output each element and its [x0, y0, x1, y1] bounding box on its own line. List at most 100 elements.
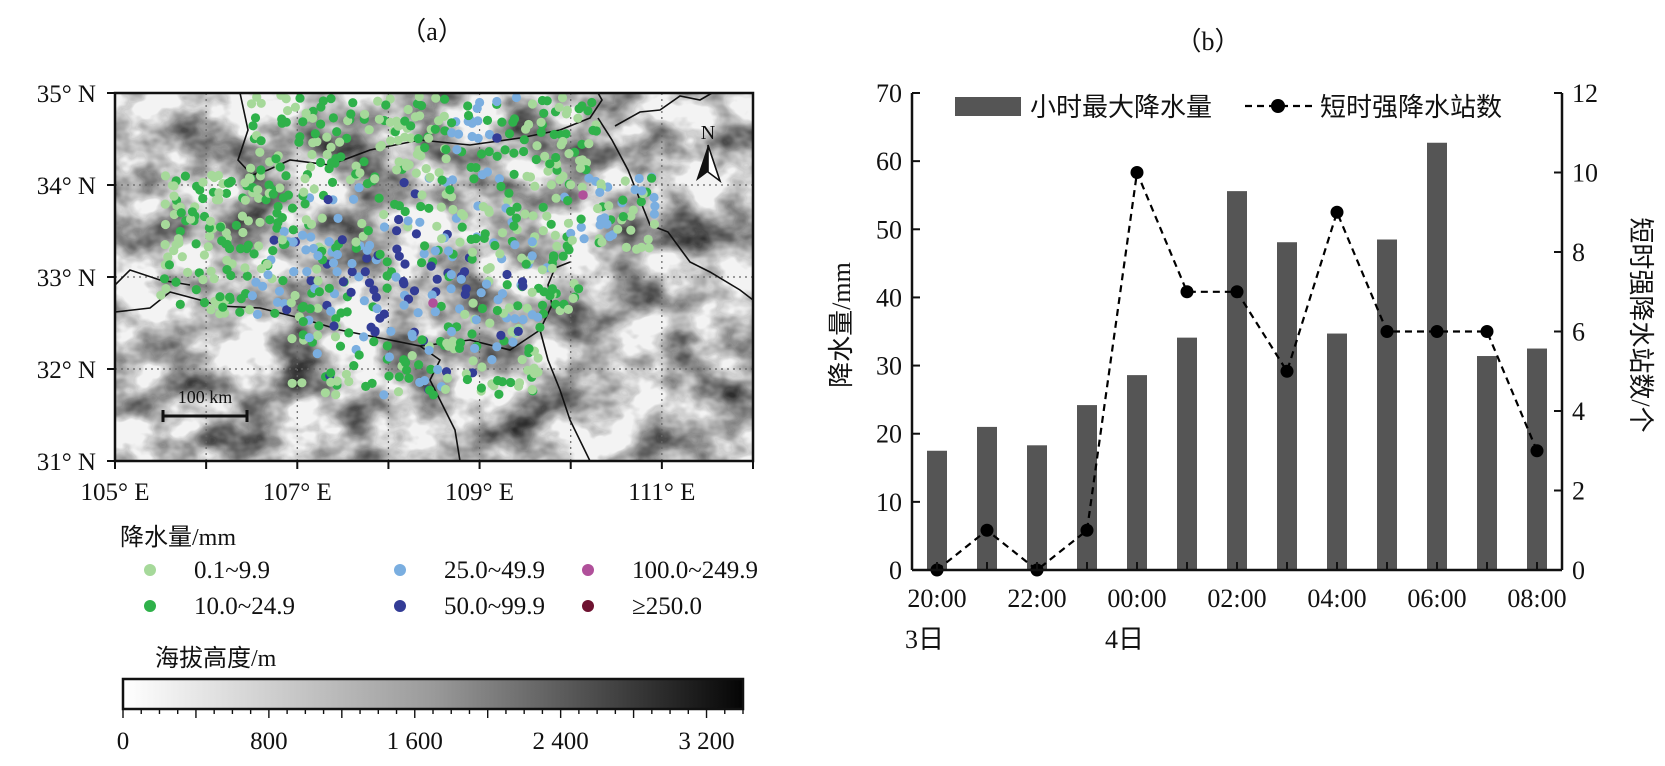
scale-label: 100 km: [178, 387, 233, 407]
station-dot: [315, 157, 326, 168]
station-dot: [555, 175, 565, 185]
y-tick-label: 20: [876, 420, 902, 449]
station-dot: [417, 258, 427, 268]
station-dot: [384, 352, 394, 362]
lat-label: 35° N: [37, 81, 96, 108]
legend-swatch: [582, 564, 594, 576]
station-dot: [463, 101, 473, 111]
y2-tick-label: 0: [1572, 556, 1585, 585]
station-dot: [649, 192, 659, 203]
station-dot: [579, 234, 589, 244]
boundary-inner: [539, 329, 591, 461]
station-dot: [160, 240, 170, 250]
station-dot: [513, 326, 523, 336]
station-dot: [546, 219, 556, 229]
station-dot: [411, 168, 421, 178]
station-dot: [563, 196, 573, 206]
station-dot: [215, 292, 225, 302]
station-dot: [441, 154, 451, 164]
x-tick-label: 22:00: [1007, 584, 1066, 613]
line-point: [980, 523, 994, 537]
station-dot: [299, 187, 309, 197]
station-dot: [240, 263, 250, 273]
y2-tick-label: 2: [1572, 477, 1585, 506]
station-dot: [313, 251, 323, 261]
station-dot: [485, 318, 495, 328]
station-dot: [175, 299, 185, 309]
map-ticks: [107, 92, 754, 469]
station-dot: [372, 304, 382, 314]
station-dot: [304, 333, 314, 343]
y2-tick-label: 6: [1572, 318, 1585, 347]
station-dot: [618, 195, 628, 205]
station-dot: [375, 313, 385, 323]
legend-label: 25.0~49.9: [444, 557, 545, 584]
station-dot: [568, 293, 578, 303]
station-dot: [434, 168, 444, 178]
station-dot: [298, 117, 308, 127]
station-dot: [547, 263, 557, 273]
station-dot: [613, 224, 623, 234]
station-dot: [338, 277, 348, 287]
y-axis-label: 降水量/mm: [827, 262, 856, 388]
station-dot: [416, 201, 426, 212]
bar: [1327, 333, 1347, 570]
legend-swatch: [394, 564, 406, 576]
legend-swatch: [582, 600, 594, 612]
station-dot: [313, 330, 323, 341]
station-dot: [476, 383, 486, 393]
station-dot: [504, 303, 514, 313]
legend-swatch: [144, 600, 156, 612]
x-tick-label: 06:00: [1407, 584, 1466, 613]
station-dot: [301, 215, 311, 225]
station-dot: [326, 142, 336, 152]
station-dot: [447, 118, 457, 128]
station-dot: [433, 364, 443, 375]
station-dot: [160, 171, 171, 181]
station-dot: [253, 185, 263, 195]
station-dot: [332, 376, 342, 386]
station-dot: [439, 111, 449, 121]
station-dot: [470, 343, 480, 353]
station-dot: [211, 195, 222, 205]
legend-item-line: 短时强降水站数: [1245, 93, 1502, 122]
station-dot: [187, 207, 197, 217]
station-dot: [481, 279, 492, 289]
station-dot: [575, 163, 586, 173]
station-dot: [413, 308, 423, 318]
station-dot: [217, 236, 227, 246]
station-dot: [492, 305, 502, 316]
station-dot: [431, 93, 441, 103]
station-dot: [313, 276, 323, 286]
station-dot: [392, 226, 402, 236]
station-dot: [180, 171, 190, 181]
line-point: [1380, 325, 1394, 338]
elev-tick-label: 3 200: [678, 728, 734, 755]
station-dot: [309, 243, 319, 254]
scale-bar: 100 km: [161, 387, 249, 422]
bar: [1427, 142, 1447, 570]
station-dot: [415, 377, 425, 387]
station-dot: [290, 290, 300, 301]
panel-b-title: （b）: [1175, 27, 1240, 56]
station-dot: [604, 201, 614, 211]
legend-item: ≥250.0: [582, 593, 702, 620]
station-dot: [349, 194, 359, 204]
station-dot: [536, 127, 546, 137]
station-dot: [379, 390, 389, 400]
lat-label: 32° N: [37, 357, 96, 384]
station-dot: [306, 276, 316, 286]
station-dot: [289, 267, 299, 277]
station-dot: [186, 214, 196, 224]
station-dot: [596, 179, 606, 189]
station-dot: [247, 291, 257, 301]
x-tick-label: 00:00: [1107, 584, 1166, 613]
station-dot: [269, 235, 279, 245]
elev-tick-label: 0: [117, 728, 130, 755]
station-dot: [312, 349, 322, 359]
station-dot: [506, 377, 516, 388]
station-dot: [302, 267, 312, 277]
bar: [1027, 445, 1047, 570]
station-dot: [416, 151, 426, 161]
